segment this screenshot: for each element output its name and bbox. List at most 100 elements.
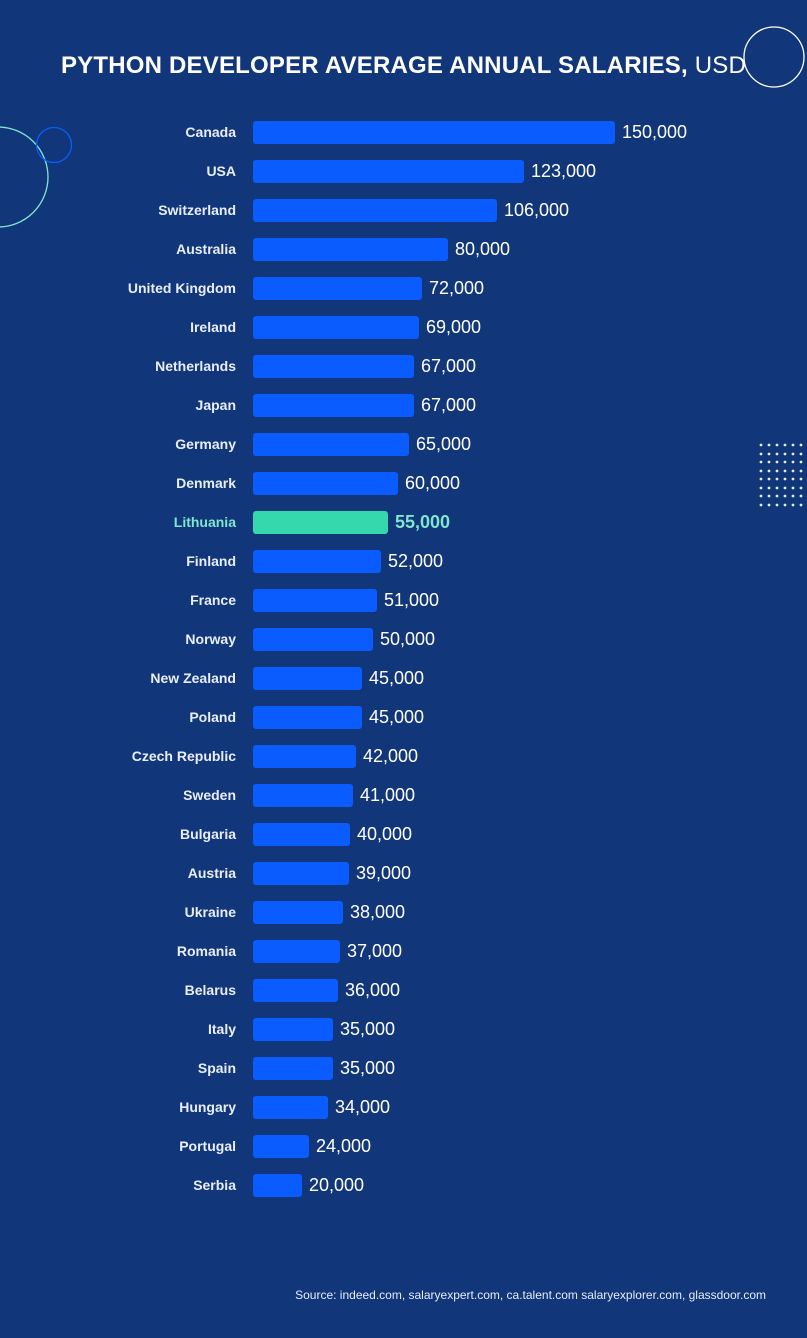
category-label: Ireland: [190, 319, 236, 335]
bar: [253, 784, 353, 807]
title-main: PYTHON DEVELOPER AVERAGE ANNUAL SALARIES…: [60, 52, 688, 79]
category-label: Japan: [195, 397, 236, 413]
bar: [253, 394, 414, 417]
category-label: Sweden: [183, 787, 236, 803]
category-label: Netherlands: [155, 358, 236, 374]
value-label: 50,000: [380, 629, 436, 649]
value-label: 45,000: [369, 668, 425, 688]
bar-row: Denmark 60,000: [0, 472, 807, 496]
category-label: Austria: [187, 865, 236, 881]
bar-row: Portugal 24,000: [0, 1135, 807, 1159]
value-label: 39,000: [356, 863, 412, 883]
category-label: France: [190, 592, 236, 608]
value-label: 35,000: [340, 1058, 396, 1078]
bar: [253, 316, 419, 339]
bar: [253, 862, 349, 885]
bar-row: France 51,000: [0, 589, 807, 613]
blue-circle-icon: [35, 126, 73, 164]
category-label: Poland: [189, 709, 236, 725]
bar: [253, 667, 362, 690]
value-label: 40,000: [357, 824, 413, 844]
bar: [253, 940, 340, 963]
bar-row: Australia 80,000: [0, 238, 807, 262]
bar: [253, 901, 343, 924]
value-label: 150,000: [622, 122, 688, 142]
value-label: 51,000: [384, 590, 440, 610]
bar-row: Hungary 34,000: [0, 1096, 807, 1120]
bar-row: Japan 67,000: [0, 394, 807, 418]
bar: [253, 355, 414, 378]
category-label: Romania: [176, 943, 236, 959]
bar-row: Ukraine 38,000: [0, 901, 807, 925]
category-label: Serbia: [193, 1177, 236, 1193]
bar: [253, 1096, 328, 1119]
value-label: 60,000: [405, 473, 461, 493]
value-label: 72,000: [429, 278, 485, 298]
value-label: 45,000: [369, 707, 425, 727]
bar: [253, 121, 615, 144]
page-title: PYTHON DEVELOPER AVERAGE ANNUAL SALARIES…: [0, 52, 807, 80]
source-note: Source: indeed.com, salaryexpert.com, ca…: [295, 1288, 766, 1302]
teal-circle-icon: [0, 126, 49, 228]
value-label: 65,000: [416, 434, 472, 454]
value-label: 80,000: [455, 239, 511, 259]
bar: [253, 1135, 309, 1158]
category-label: United Kingdom: [127, 280, 236, 296]
category-label: Finland: [186, 553, 236, 569]
category-label: Hungary: [179, 1099, 236, 1115]
category-label: New Zealand: [150, 670, 236, 686]
value-label: 123,000: [531, 161, 597, 181]
title-unit: USD: [694, 52, 747, 79]
category-label: Lithuania: [173, 514, 236, 530]
bar-row: Finland 52,000: [0, 550, 807, 574]
value-label: 67,000: [421, 356, 477, 376]
bar: [253, 1018, 333, 1041]
bar-row: Poland 45,000: [0, 706, 807, 730]
bar: [253, 238, 448, 261]
bar-row: Sweden 41,000: [0, 784, 807, 808]
category-label: Czech Republic: [131, 748, 236, 764]
value-label: 20,000: [309, 1175, 365, 1195]
category-label: Canada: [185, 124, 236, 140]
category-label: Spain: [197, 1060, 236, 1076]
category-label: Norway: [185, 631, 236, 647]
value-label: 67,000: [421, 395, 477, 415]
bar-row: New Zealand 45,000: [0, 667, 807, 691]
bar: [253, 199, 497, 222]
category-label: USA: [206, 163, 236, 179]
category-label: Ukraine: [184, 904, 236, 920]
bar: [253, 589, 377, 612]
bar: [253, 823, 350, 846]
value-label: 24,000: [316, 1136, 372, 1156]
value-label: 52,000: [388, 551, 444, 571]
bar: [253, 511, 388, 534]
bar-row: Italy 35,000: [0, 1018, 807, 1042]
bar-row: Switzerland 106,000: [0, 199, 807, 223]
bar-row: Bulgaria 40,000: [0, 823, 807, 847]
bar: [253, 1057, 333, 1080]
bar: [253, 628, 373, 651]
bar-row: Canada 150,000: [0, 121, 807, 145]
value-label: 69,000: [426, 317, 482, 337]
bar-row: Lithuania 55,000: [0, 511, 807, 535]
bar-row: Austria 39,000: [0, 862, 807, 886]
value-label: 55,000: [395, 512, 451, 532]
bar: [253, 277, 422, 300]
value-label: 38,000: [350, 902, 406, 922]
category-label: Switzerland: [158, 202, 236, 218]
bar: [253, 706, 362, 729]
bar-row: Norway 50,000: [0, 628, 807, 652]
category-label: Australia: [176, 241, 236, 257]
category-label: Portugal: [179, 1138, 236, 1154]
bar-row: Ireland 69,000: [0, 316, 807, 340]
bar: [253, 550, 381, 573]
bar: [253, 472, 398, 495]
value-label: 36,000: [345, 980, 401, 1000]
category-label: Belarus: [184, 982, 236, 998]
value-label: 42,000: [363, 746, 419, 766]
bar: [253, 160, 524, 183]
category-label: Germany: [175, 436, 236, 452]
value-label: 35,000: [340, 1019, 396, 1039]
bar-row: Spain 35,000: [0, 1057, 807, 1081]
bar: [253, 1174, 302, 1197]
